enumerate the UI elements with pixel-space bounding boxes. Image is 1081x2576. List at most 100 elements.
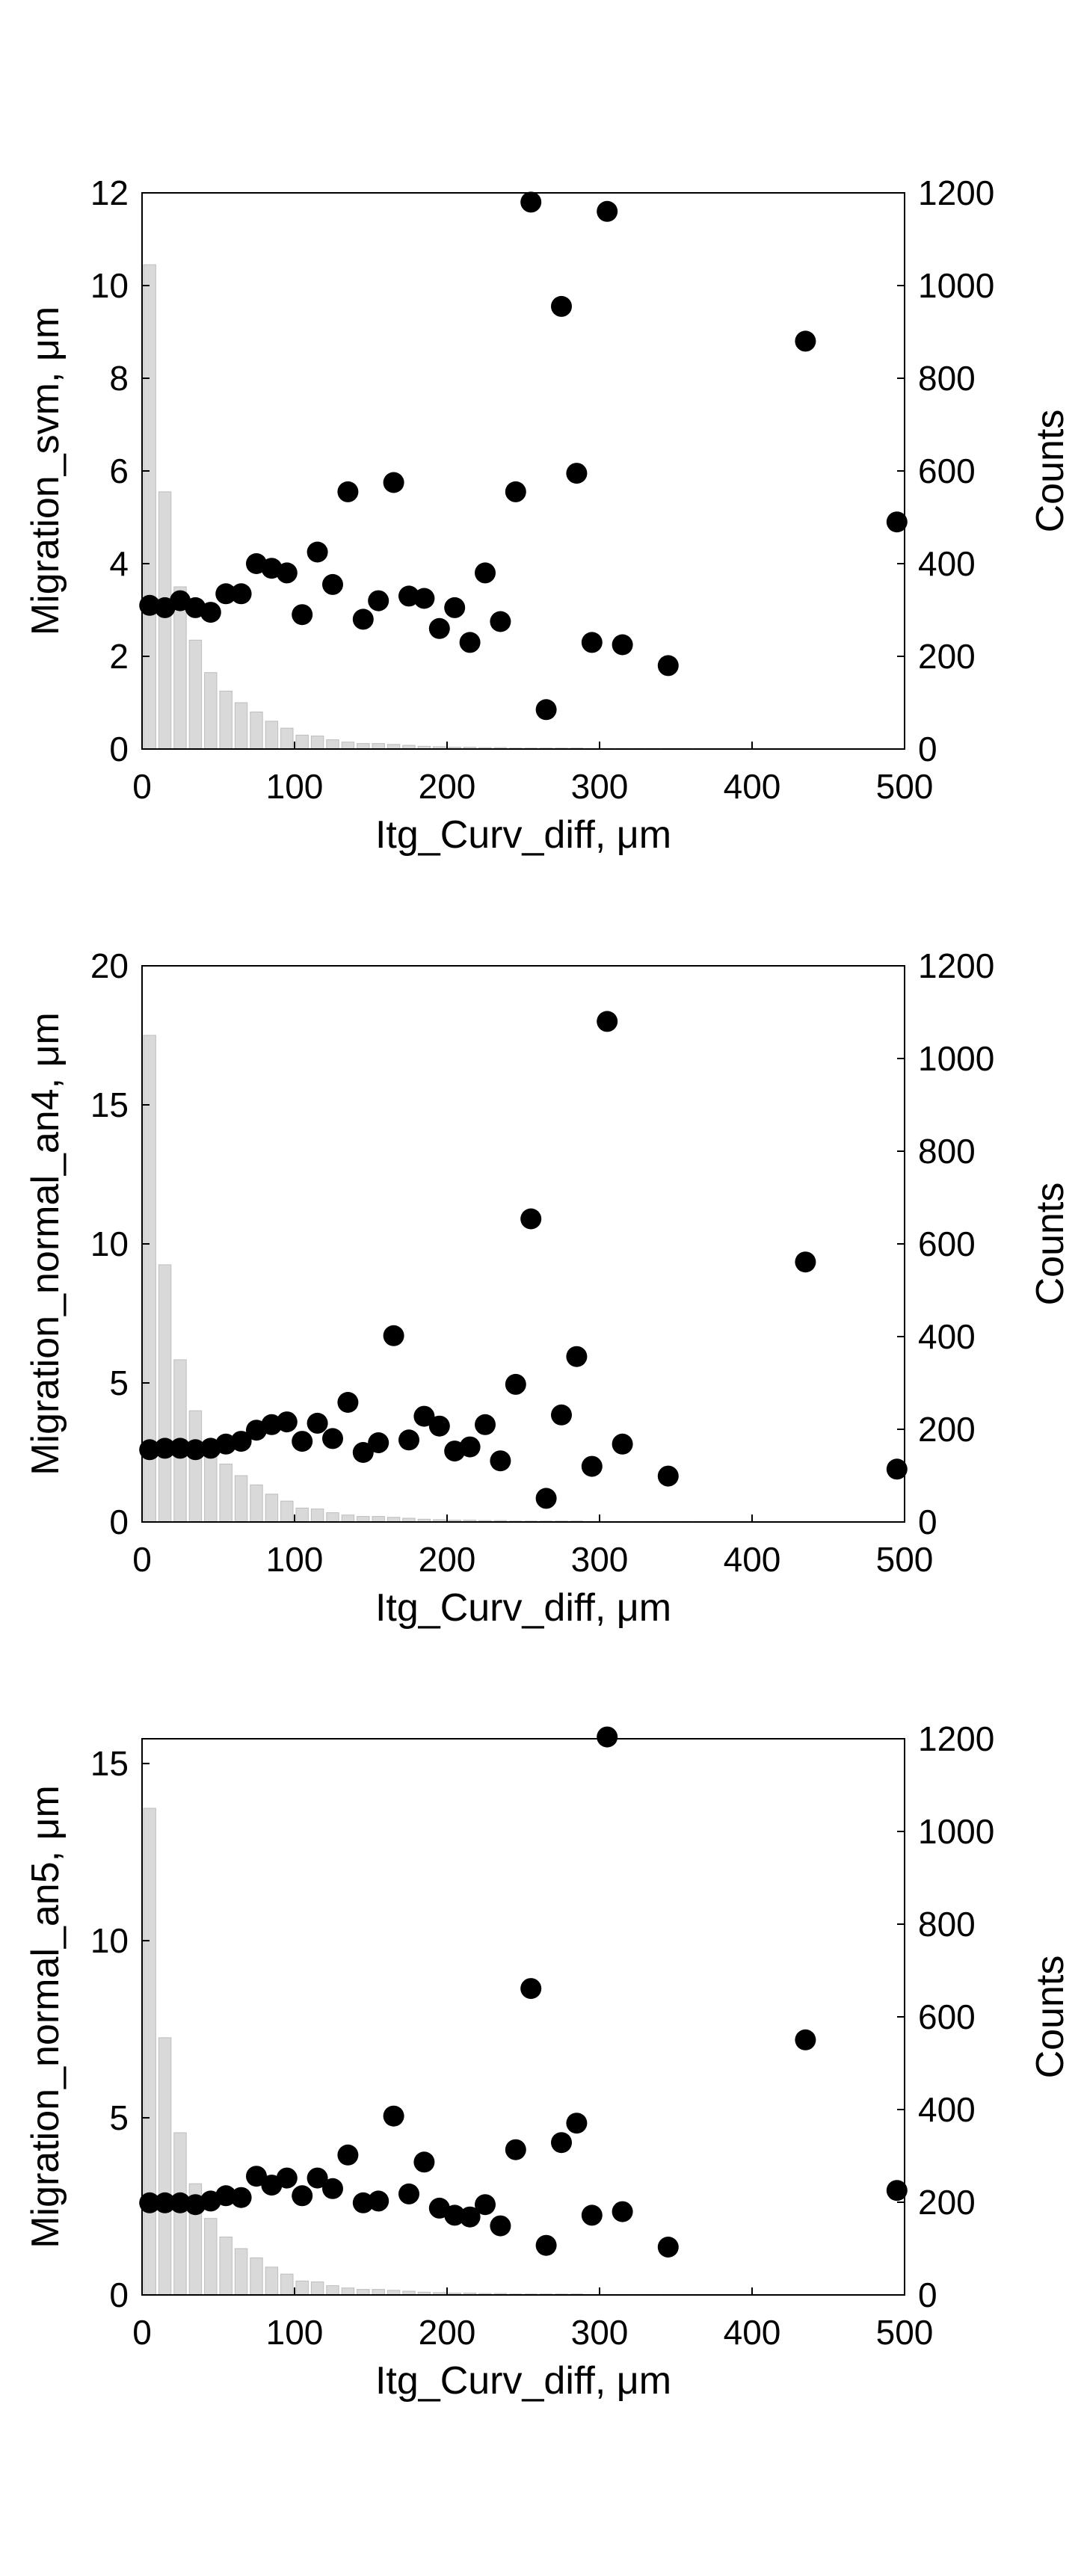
histogram-bar [341,1515,355,1523]
scatter-point [307,2167,328,2189]
scatter-point [352,2192,374,2213]
y-tick-label: 8 [109,359,129,398]
scatter-point [276,562,298,584]
scatter-point [535,1488,557,1509]
right-y-tick-label: 1000 [918,1812,994,1851]
scatter-point [322,2178,343,2199]
right-y-tick-label: 600 [918,1997,976,2036]
histogram-bar [234,702,248,750]
scatter-point [520,191,542,213]
scatter-point [337,481,359,502]
scatter-point [322,573,343,595]
scatter-point [581,632,603,653]
histogram-bar [341,742,355,750]
y-tick-label: 4 [109,544,129,583]
scatter-point [398,2183,419,2204]
scatter-point [368,2190,389,2212]
right-y-tick-label: 800 [918,1132,976,1171]
y-axis-title: Migration_normal_an5, μm [24,1785,67,2249]
right-y-tick-label: 0 [918,1503,937,1541]
x-tick-label: 300 [571,2313,629,2352]
scatter-point [170,2192,191,2213]
histogram-bar [265,2267,279,2296]
scatter-point [230,583,252,605]
y-tick-label: 15 [90,1744,129,1783]
scatter-point [352,1442,374,1463]
y-tick-label: 5 [109,1364,129,1402]
x-tick-label: 0 [132,2313,152,2352]
histogram-bar [158,491,172,750]
histogram-bar [265,1494,279,1523]
scatter-point [230,2187,252,2208]
scatter-point [612,2201,633,2222]
histogram-bar [295,1507,309,1523]
histogram-bar [326,2285,339,2296]
scatter-point [597,1011,618,1032]
chart-panel-2: 0 100 200 300 400 500051015200200400600800100… [24,946,1072,1630]
histogram-bar [310,2281,324,2296]
x-tick-label: 500 [876,1540,934,1579]
scatter-point [505,2139,526,2160]
scatter-point [322,1428,343,1449]
scatter-series [139,1011,908,1509]
x-tick-label: 200 [419,767,476,806]
right-y-tick-label: 400 [918,544,976,583]
y-tick-label: 20 [90,946,129,985]
y-tick-label: 5 [109,2098,129,2137]
histogram-bar [204,672,218,750]
scatter-point [428,1415,450,1437]
x-axis-title: Itg_Curv_diff, μm [375,1586,671,1630]
x-axis-title: Itg_Curv_diff, μm [375,813,671,857]
scatter-point [886,511,908,533]
scatter-point [444,2204,466,2226]
scatter-point [657,2237,679,2258]
scatter-point [535,699,557,721]
right-y-tick-label: 800 [918,1905,976,1944]
x-tick-label: 400 [724,2313,781,2352]
scatter-point [154,1438,176,1459]
scatter-point [886,2180,908,2201]
histogram [143,264,690,750]
histogram-bar [357,743,370,750]
y-tick-label: 10 [90,1921,129,1960]
right-y-tick-label: 0 [918,2275,937,2314]
histogram-bar [250,2257,263,2296]
y-tick-label: 10 [90,1224,129,1263]
x-tick-label: 300 [571,767,629,806]
histogram [143,1808,690,2296]
histogram-bar [265,721,279,750]
scatter-point [383,472,404,493]
scatter-point [475,2194,496,2216]
histogram-bar [143,1808,156,2296]
scatter-point [475,1414,496,1435]
scatter-point [215,583,237,605]
histogram-bar [158,1264,172,1523]
scatter-point [490,2215,511,2237]
histogram-bar [173,2132,187,2296]
scatter-point [612,634,633,656]
y-tick-label: 6 [109,452,129,490]
right-y-tick-label: 1000 [918,266,994,305]
histogram-bar [219,1464,232,1523]
scatter-point [428,617,450,639]
y-tick-label: 10 [90,266,129,305]
y-tick-label: 12 [90,173,129,212]
right-y-tick-label: 800 [918,359,976,398]
scatter-point [413,1405,435,1427]
scatter-point [490,611,511,632]
histogram-bar [219,691,232,750]
scatter-point [398,1429,419,1451]
scatter-point [566,2113,588,2134]
y-tick-label: 15 [90,1085,129,1124]
y-tick-label: 0 [109,730,129,768]
scatter-point [581,2204,603,2226]
scatter-point [139,2192,161,2213]
scatter-point [444,597,466,618]
scatter-point [551,2132,572,2154]
scatter-point [459,2206,481,2228]
plot-frame [141,1738,905,2296]
scatter-point [368,1432,389,1453]
right-y-tick-label: 400 [918,2090,976,2129]
right-y-tick-label: 1200 [918,946,994,985]
